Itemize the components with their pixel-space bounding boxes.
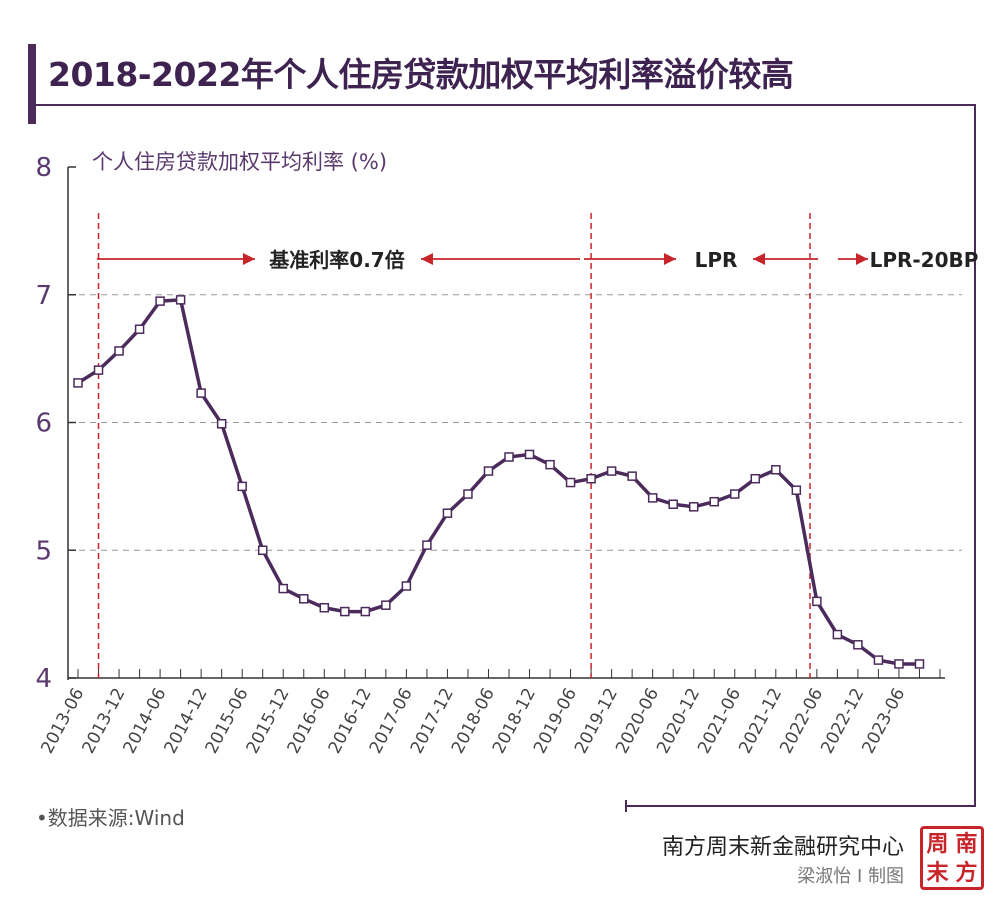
data-point	[504, 452, 514, 462]
data-point	[93, 365, 104, 375]
title-accent-bar	[28, 44, 36, 124]
data-point	[524, 449, 535, 460]
data-point	[340, 606, 350, 617]
regime-label: LPR-20BP	[870, 248, 979, 272]
data-series	[73, 295, 925, 669]
data-point	[812, 596, 822, 607]
series-line	[77, 298, 920, 666]
y-tick-label: 6	[35, 409, 52, 439]
data-point	[565, 477, 576, 488]
data-point	[299, 594, 309, 604]
data-point	[894, 659, 904, 669]
regime-arrowhead	[421, 253, 433, 265]
data-point	[791, 485, 802, 495]
data-point	[360, 606, 371, 617]
axes: 456782013-062013-122014-062014-122015-06…	[35, 153, 945, 757]
seal-char: 周	[926, 830, 949, 857]
data-point	[545, 459, 555, 470]
seal-char: 方	[955, 859, 978, 886]
data-point	[688, 502, 699, 512]
data-point	[463, 489, 473, 499]
data-point	[606, 466, 617, 476]
regime-arrowhead	[664, 253, 676, 265]
y-tick-label: 4	[35, 664, 52, 694]
y-tick-label: 7	[35, 281, 52, 311]
y-tick-label: 8	[35, 153, 52, 183]
regime-annotations: 基准利率0.7倍 LPR LPR-20BP	[97, 248, 978, 272]
data-point	[73, 378, 83, 388]
publisher-seal-logo: 周 南 末 方	[920, 826, 984, 890]
regime-dividers	[97, 213, 811, 678]
data-point	[381, 600, 391, 610]
data-point	[422, 540, 432, 550]
data-point	[832, 629, 843, 640]
data-point	[730, 489, 740, 499]
data-point	[175, 295, 186, 305]
publisher-name: 南方周末新金融研究中心	[661, 835, 904, 860]
data-point	[134, 324, 145, 334]
data-point	[914, 659, 925, 669]
data-point	[647, 493, 658, 503]
decorative-frame	[36, 104, 976, 812]
regime-arrowhead	[753, 253, 765, 265]
seal-char: 南	[955, 830, 978, 857]
data-point	[750, 473, 761, 484]
data-source: •数据来源:Wind	[36, 806, 185, 830]
page-title: 2018-2022年个人住房贷款加权平均利率溢价较高	[48, 55, 794, 94]
data-point	[216, 419, 227, 429]
data-point	[155, 296, 165, 306]
data-point	[627, 471, 637, 481]
grid-lines	[68, 294, 962, 551]
data-point	[483, 466, 494, 476]
regime-label: 基准利率0.7倍	[269, 248, 404, 272]
data-point	[586, 473, 596, 484]
y-axis-label: 个人住房贷款加权平均利率 (%)	[92, 150, 387, 174]
data-point	[319, 602, 330, 613]
data-point	[668, 499, 678, 510]
data-point	[442, 508, 453, 518]
regime-arrowhead	[856, 253, 868, 265]
seal-char: 末	[926, 859, 949, 886]
y-tick-label: 5	[35, 536, 52, 566]
data-point	[709, 496, 719, 507]
data-point	[401, 581, 412, 591]
data-point	[257, 545, 268, 555]
regime-arrowhead	[243, 253, 255, 265]
author-credit: 梁淑怡 I 制图	[797, 866, 904, 887]
data-point	[853, 640, 863, 650]
data-point	[114, 346, 124, 356]
regime-label: LPR	[695, 248, 738, 272]
data-point	[196, 388, 206, 398]
data-point	[873, 655, 884, 665]
data-point	[278, 583, 288, 594]
data-point	[771, 465, 781, 475]
data-point	[237, 481, 247, 492]
